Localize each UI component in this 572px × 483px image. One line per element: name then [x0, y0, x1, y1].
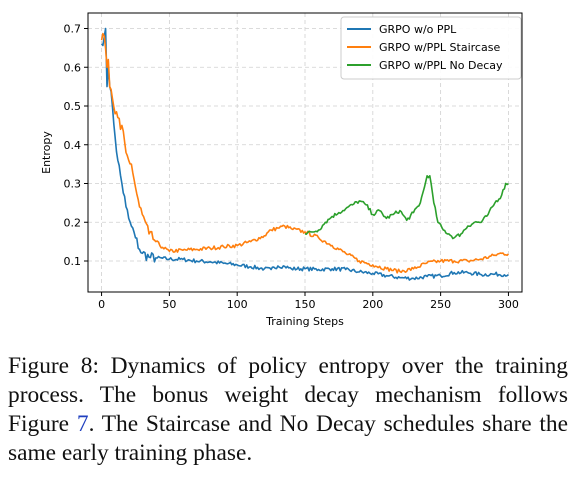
y-tick-label: 0.5 — [64, 100, 82, 113]
legend-label: GRPO w/o PPL — [379, 23, 457, 36]
y-tick-label: 0.3 — [64, 178, 82, 191]
x-tick-label: 250 — [430, 298, 451, 311]
y-tick-label: 0.4 — [64, 139, 82, 152]
axis-ticks: 0 50 100 150 200 250 300 0.1 0.2 0.3 0.4 0.5 0.6 0.7 — [64, 23, 519, 312]
y-tick-label: 0.1 — [64, 255, 82, 268]
series-line-1 — [100, 32, 509, 274]
y-tick-label: 0.2 — [64, 216, 82, 229]
series-line-0 — [100, 27, 509, 281]
x-tick-label: 50 — [162, 298, 176, 311]
y-tick-label: 0.6 — [64, 61, 82, 74]
series-line-2 — [304, 175, 509, 240]
caption-label: Figure 8: — [8, 353, 99, 379]
x-axis-label: Training Steps — [265, 315, 344, 328]
entropy-line-chart: 0 50 100 150 200 250 3000.10.20.30.40.50.60.7 … — [40, 12, 523, 328]
y-tick-label: 0.7 — [64, 23, 82, 36]
x-tick-label: 300 — [498, 298, 519, 311]
x-tick-label: 100 — [227, 298, 248, 311]
caption-text-part-2: . The Staircase and No Decay schedules s… — [8, 411, 569, 466]
legend: GRPO w/o PPL GRPO w/PPL Staircase GRPO w/P… — [340, 16, 522, 80]
legend-label: GRPO w/PPL No Decay — [379, 59, 503, 72]
x-tick-label: 0 — [98, 298, 105, 311]
figure-caption: Figure 8: Dynamics of policy entropy ove… — [8, 352, 568, 468]
series-lines — [100, 27, 509, 281]
caption-text-part-1: Dynamics of policy entropy over the trai… — [8, 353, 568, 437]
y-axis-label: Entropy — [40, 131, 53, 174]
legend-label: GRPO w/PPL Staircase — [379, 41, 500, 54]
x-tick-label: 150 — [295, 298, 316, 311]
grid — [88, 13, 522, 292]
x-tick-label: 200 — [362, 298, 383, 311]
legend-box — [340, 16, 522, 80]
figure-reference-link[interactable]: 7 — [76, 411, 89, 437]
